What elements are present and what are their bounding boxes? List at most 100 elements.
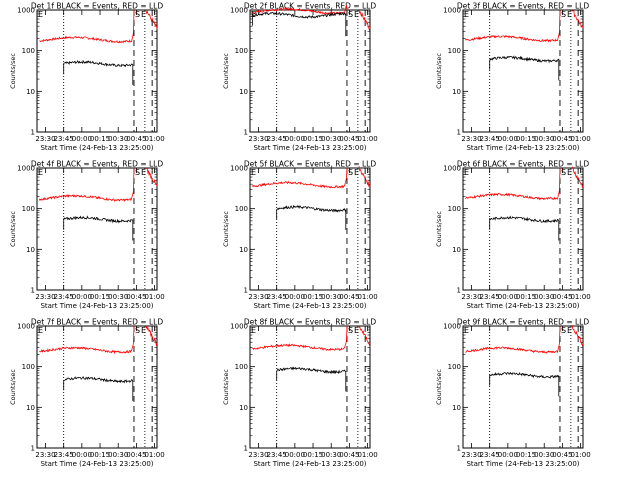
x-tick-label: 23:30: [35, 451, 55, 459]
y-tick-label: 1000: [17, 323, 35, 331]
x-tick-label: 00:30: [534, 293, 554, 301]
y-tick-label: 1000: [443, 165, 461, 173]
y-tick-label: 1: [244, 287, 248, 295]
lld-series-tail: [358, 166, 371, 187]
y-axis-label: Counts/sec: [9, 369, 17, 405]
x-tick-label: 00:30: [321, 451, 341, 459]
x-tick-label: 23:30: [35, 135, 55, 143]
x-tick-label: 23:45: [480, 293, 500, 301]
x-axis-label: Start Time (24-Feb-13 23:25:00): [40, 144, 153, 152]
x-tick-label: 00:15: [303, 293, 323, 301]
x-tick-label: 00:45: [339, 293, 359, 301]
y-tick-label: 1: [31, 287, 35, 295]
events-series-line: [489, 215, 560, 241]
lld-series-line: [465, 167, 561, 201]
y-tick-label: 10: [452, 404, 461, 412]
x-axis-label: Start Time (24-Feb-13 23:25:00): [466, 460, 579, 468]
y-tick-label: 100: [22, 205, 35, 213]
y-axis-label: Counts/sec: [435, 211, 443, 247]
y-tick-label: 100: [448, 205, 461, 213]
x-tick-label: 00:00: [498, 451, 518, 459]
marker-e-label: E: [38, 326, 43, 335]
events-series-line: [63, 215, 134, 241]
x-tick-label: 00:00: [498, 135, 518, 143]
x-tick-label: 00:00: [72, 135, 92, 143]
x-tick-label: 23:30: [248, 135, 268, 143]
panel-4: Det 4f BLACK = Events, RED = LLD 1 10 100 10…: [9, 160, 165, 311]
marker-s-label: S: [561, 10, 566, 19]
x-tick-label: 23:45: [54, 135, 74, 143]
x-tick-label: 23:45: [267, 451, 287, 459]
marker-e2-label: E: [354, 10, 359, 19]
x-tick-label: 23:30: [35, 293, 55, 301]
x-axis-label: Start Time (24-Feb-13 23:25:00): [253, 144, 366, 152]
plot-frame: [462, 9, 584, 133]
panel-7: Det 7f BLACK = Events, RED = LLD 1 10 100 10…: [9, 318, 165, 469]
x-axis-label: Start Time (24-Feb-13 23:25:00): [40, 460, 153, 468]
x-tick-label: 01:00: [144, 135, 164, 143]
events-series-line: [489, 371, 560, 397]
y-axis-label: Counts/sec: [222, 211, 230, 247]
y-tick-label: 100: [22, 47, 35, 55]
y-tick-label: 10: [239, 88, 248, 96]
marker-e2-label: E: [354, 326, 359, 335]
y-tick-label: 10: [26, 88, 35, 96]
lld-series-tail: [145, 167, 158, 187]
y-tick-label: 100: [235, 205, 248, 213]
x-tick-label: 00:00: [285, 135, 305, 143]
panel-title: Det 5f BLACK = Events, RED = LLD: [244, 160, 377, 169]
marker-e-label: E: [464, 10, 469, 19]
y-tick-label: 1: [31, 445, 35, 453]
panel-1: Det 1f BLACK = Events, RED = LLD 1 10 100 10…: [9, 2, 165, 153]
marker-s-label: S: [348, 326, 353, 335]
panel-8: Det 8f BLACK = Events, RED = LLD 1 10 100 10…: [222, 318, 378, 469]
lld-series-tail: [571, 325, 584, 347]
lld-series-line: [252, 167, 348, 189]
marker-e-label: E: [464, 168, 469, 177]
x-tick-label: 00:15: [90, 293, 110, 301]
lld-series-tail: [358, 325, 371, 347]
x-tick-label: 00:45: [552, 451, 572, 459]
x-tick-label: 00:30: [108, 451, 128, 459]
x-tick-label: 00:45: [552, 135, 572, 143]
x-tick-label: 23:45: [54, 293, 74, 301]
panel-title: Det 3f BLACK = Events, RED = LLD: [457, 2, 590, 11]
events-series-line: [276, 204, 347, 230]
x-tick-label: 01:00: [357, 293, 377, 301]
x-tick-label: 00:30: [108, 135, 128, 143]
y-tick-label: 1: [31, 129, 35, 137]
y-tick-label: 1000: [230, 323, 248, 331]
marker-e-label: E: [38, 10, 43, 19]
x-tick-label: 23:30: [461, 293, 481, 301]
x-tick-label: 23:30: [248, 451, 268, 459]
y-axis-label: Counts/sec: [435, 369, 443, 405]
events-series-line: [489, 55, 560, 81]
panel-title: Det 1f BLACK = Events, RED = LLD: [31, 2, 164, 11]
events-series-line: [63, 59, 134, 85]
y-tick-label: 1000: [230, 7, 248, 15]
lld-series-tail: [571, 166, 584, 188]
plot-frame: [249, 325, 371, 449]
x-tick-label: 01:00: [570, 451, 590, 459]
lld-series-line: [465, 325, 561, 354]
plot-frame: [462, 325, 584, 449]
y-tick-label: 10: [452, 246, 461, 254]
y-tick-label: 1: [457, 287, 461, 295]
x-tick-label: 00:45: [126, 135, 146, 143]
plot-frame: [462, 167, 584, 291]
y-tick-label: 100: [22, 363, 35, 371]
plot-frame: [36, 167, 158, 291]
marker-e2-label: E: [141, 10, 146, 19]
x-tick-label: 00:30: [321, 135, 341, 143]
marker-s-label: S: [135, 10, 140, 19]
y-tick-label: 1000: [17, 7, 35, 15]
marker-e2-label: E: [141, 168, 146, 177]
marker-e2-label: E: [567, 326, 572, 335]
y-tick-label: 1: [457, 129, 461, 137]
x-tick-label: 00:00: [72, 293, 92, 301]
panel-title: Det 7f BLACK = Events, RED = LLD: [31, 318, 164, 327]
x-tick-label: 00:15: [516, 293, 536, 301]
panel-title: Det 2f BLACK = Events, RED = LLD: [244, 2, 377, 11]
marker-s-label: S: [561, 326, 566, 335]
x-tick-label: 23:45: [267, 135, 287, 143]
